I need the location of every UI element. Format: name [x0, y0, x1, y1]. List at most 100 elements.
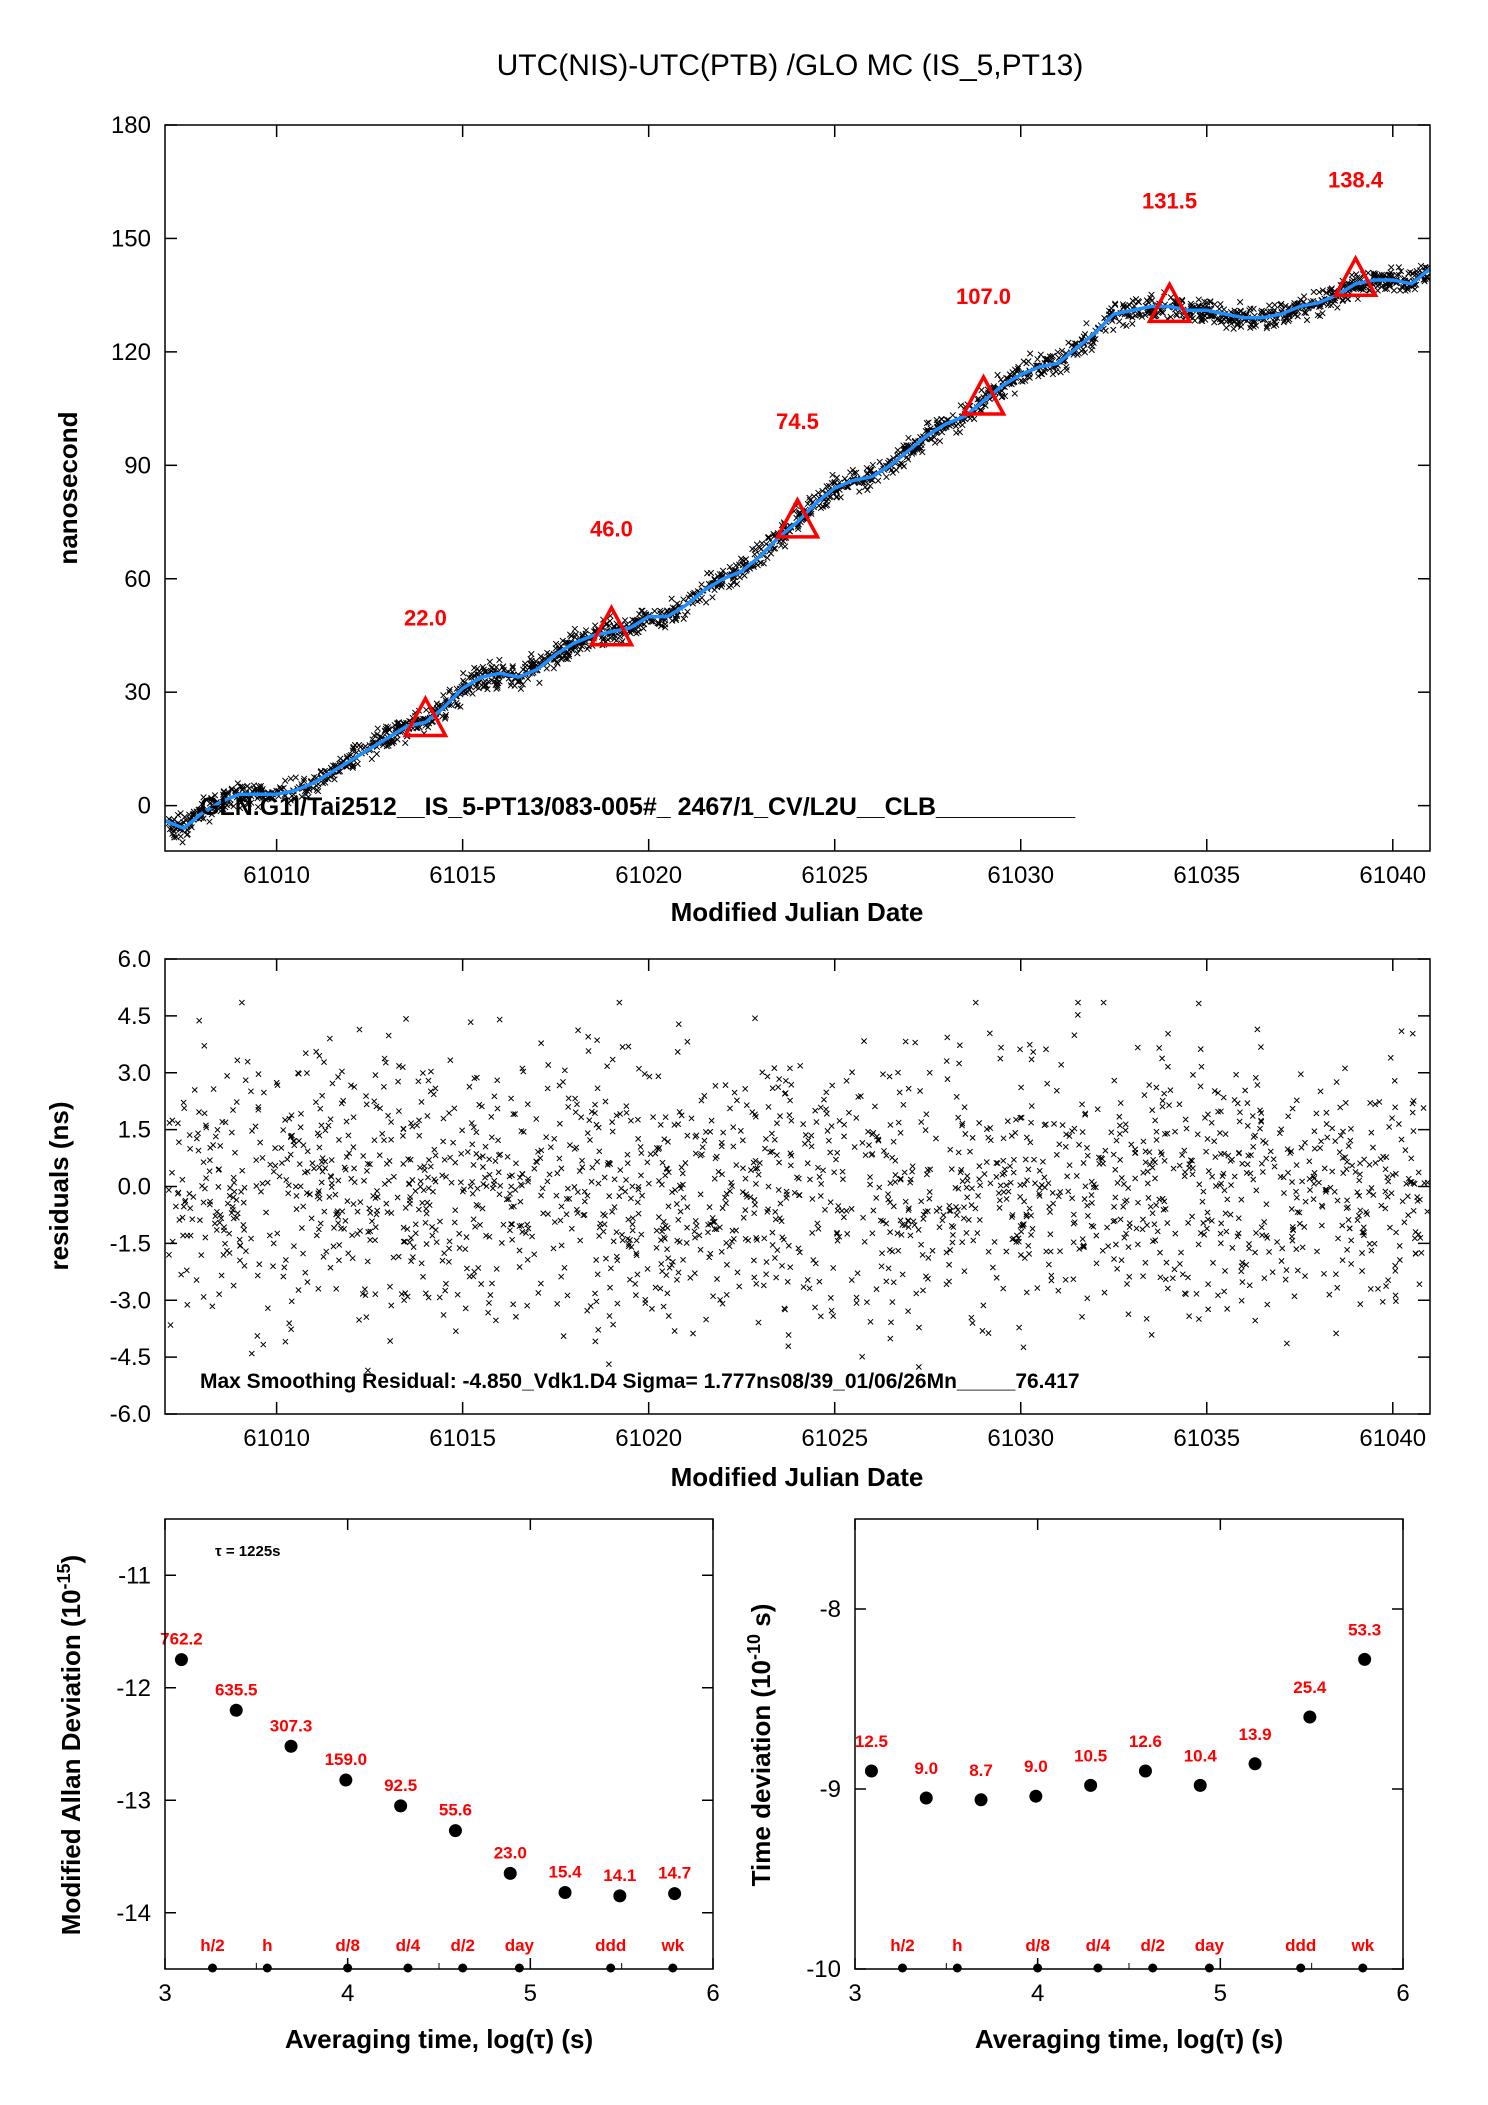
residual-point	[660, 1218, 667, 1225]
residual-point	[577, 1237, 584, 1244]
residual-point	[1302, 1198, 1309, 1205]
residual-point	[1236, 1118, 1243, 1125]
residual-point	[551, 1135, 558, 1142]
residual-point	[863, 1299, 870, 1306]
marker-value-label: 131.5	[1142, 188, 1197, 213]
data-point	[180, 818, 187, 826]
residual-point	[755, 1319, 762, 1326]
residual-point	[317, 1220, 324, 1227]
residual-point	[1382, 1166, 1389, 1173]
data-point	[236, 804, 244, 812]
data-point	[1250, 305, 1257, 312]
residual-point	[1026, 1205, 1033, 1212]
residual-point	[258, 1188, 264, 1195]
data-point	[584, 645, 591, 653]
residual-point	[911, 1222, 918, 1229]
residual-point	[618, 1185, 625, 1192]
residual-point	[255, 1104, 262, 1110]
residual-point	[723, 1291, 730, 1298]
residual-point	[712, 1082, 719, 1089]
residual-point	[752, 1201, 759, 1208]
residual-point	[1025, 1166, 1032, 1173]
residual-point	[817, 1313, 824, 1320]
residual-point	[415, 1206, 422, 1213]
residual-point	[201, 1185, 208, 1192]
data-point	[1402, 287, 1409, 294]
residual-point	[976, 1120, 983, 1126]
residual-point	[1405, 1212, 1412, 1219]
residual-point	[1080, 1160, 1087, 1166]
residual-point	[452, 1159, 459, 1166]
data-point	[544, 649, 551, 657]
residual-point	[385, 1112, 392, 1119]
residual-point	[1307, 1187, 1313, 1193]
residual-point	[485, 1299, 492, 1306]
residual-point	[635, 1065, 642, 1072]
residual-point	[1335, 1235, 1341, 1242]
residual-point	[321, 1208, 328, 1215]
residual-point	[940, 1212, 947, 1219]
residual-point	[797, 1062, 804, 1069]
residual-point	[1000, 1157, 1007, 1164]
residual-point	[853, 1294, 860, 1301]
data-point	[1371, 272, 1378, 280]
residual-point	[363, 1314, 370, 1321]
residual-point	[539, 1185, 546, 1192]
residual-point	[1070, 1211, 1077, 1218]
residual-point	[859, 1353, 866, 1360]
residual-point	[1118, 1257, 1125, 1264]
residual-point	[657, 1121, 664, 1128]
residual-point	[295, 1287, 302, 1294]
residual-point	[1004, 1118, 1011, 1125]
residual-point	[785, 1332, 792, 1338]
residual-point	[665, 1203, 672, 1210]
data-point	[206, 818, 213, 825]
residual-point	[565, 1095, 572, 1102]
residual-point	[775, 1084, 782, 1091]
residual-point	[383, 1160, 390, 1167]
residual-point	[1414, 1197, 1421, 1204]
tdev-point-label: 10.4	[1184, 1746, 1218, 1765]
residual-point	[617, 1167, 624, 1174]
residual-point	[1221, 1187, 1228, 1194]
residual-point	[1398, 1136, 1405, 1143]
top-ylabel: nanosecond	[53, 411, 83, 564]
residual-point	[1356, 1177, 1363, 1184]
adev-interval-label: wk	[660, 1936, 684, 1955]
residual-point	[750, 1159, 757, 1166]
tdev-point-label: 12.5	[855, 1732, 888, 1751]
residual-point	[895, 1247, 902, 1254]
tdev-interval-dot	[1148, 1963, 1158, 1973]
residual-point	[626, 1276, 633, 1283]
residual-point	[1342, 1065, 1348, 1072]
residual-point	[304, 1279, 311, 1286]
residual-point	[545, 1211, 551, 1218]
residual-point	[895, 1069, 901, 1076]
residual-point	[585, 1048, 592, 1055]
residual-point	[730, 1124, 737, 1131]
residual-point	[200, 1293, 207, 1300]
residual-point	[584, 1307, 591, 1314]
residual-point	[1076, 1141, 1083, 1148]
residual-point	[1297, 1071, 1304, 1078]
tdev-point-label: 8.7	[969, 1761, 993, 1780]
residual-point	[571, 1183, 578, 1190]
residual-point	[1021, 1255, 1028, 1262]
residual-point	[1114, 1179, 1121, 1186]
residual-point	[1053, 1087, 1060, 1094]
residual-point	[395, 1108, 402, 1115]
residual-point	[956, 1060, 963, 1067]
mid-xtick-label: 61035	[1173, 1425, 1240, 1452]
residual-point	[645, 1180, 652, 1187]
data-point	[1237, 323, 1245, 330]
data-point	[515, 677, 522, 685]
residual-point	[1171, 1266, 1178, 1273]
data-point	[1111, 300, 1119, 307]
residual-point	[870, 1207, 877, 1214]
residual-point	[1361, 1156, 1368, 1163]
data-point	[648, 617, 655, 625]
residual-point	[943, 1058, 950, 1064]
residual-point	[731, 1089, 738, 1096]
residual-point	[432, 1178, 439, 1185]
residual-point	[1347, 1125, 1354, 1132]
